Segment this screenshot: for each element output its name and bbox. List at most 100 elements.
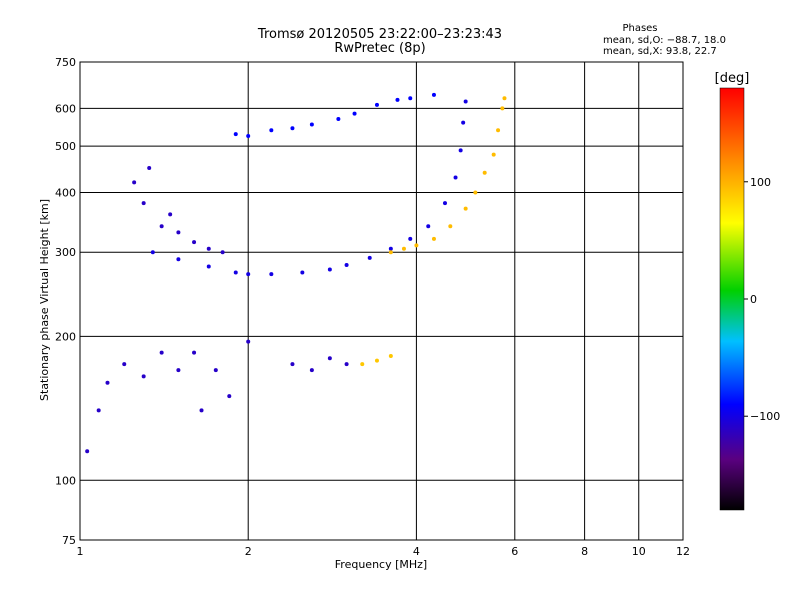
data-point bbox=[344, 263, 349, 268]
data-point bbox=[192, 240, 197, 245]
data-point bbox=[159, 350, 164, 355]
data-point bbox=[290, 126, 295, 131]
x-tick-label: 8 bbox=[581, 545, 588, 558]
y-tick-label: 600 bbox=[55, 102, 76, 115]
data-point bbox=[192, 350, 197, 355]
data-point bbox=[360, 362, 365, 367]
data-point bbox=[206, 246, 211, 251]
colorbar-label: [deg] bbox=[715, 71, 750, 86]
x-tick-label: 2 bbox=[245, 545, 252, 558]
data-point bbox=[461, 120, 466, 125]
data-point bbox=[85, 449, 90, 454]
stats-heading: Phases bbox=[622, 23, 657, 34]
data-point bbox=[300, 270, 305, 275]
data-point bbox=[176, 257, 181, 262]
y-tick-label: 200 bbox=[55, 330, 76, 343]
data-point bbox=[233, 132, 238, 137]
data-point bbox=[159, 224, 164, 229]
data-point bbox=[482, 170, 487, 175]
y-axis-label: Stationary phase Virtual Height [km] bbox=[38, 199, 51, 401]
x-axis-ticks: 1 2 4 6 8 10 12 bbox=[77, 545, 691, 558]
data-point bbox=[463, 99, 468, 104]
data-point bbox=[269, 272, 274, 277]
data-point bbox=[105, 380, 110, 385]
colorbar bbox=[719, 87, 745, 511]
data-point bbox=[496, 128, 501, 133]
colorbar-ticks: −100 0 100 bbox=[744, 176, 780, 423]
data-point bbox=[141, 374, 146, 379]
data-point bbox=[246, 134, 251, 139]
data-point bbox=[150, 250, 155, 255]
data-point bbox=[458, 148, 463, 153]
data-point bbox=[344, 362, 349, 367]
colorbar-tick-label: −100 bbox=[750, 410, 780, 423]
data-point bbox=[388, 250, 393, 255]
data-point bbox=[453, 175, 458, 180]
x-tick-label: 12 bbox=[676, 545, 690, 558]
data-point bbox=[367, 255, 372, 260]
data-point bbox=[431, 92, 436, 97]
y-tick-label: 75 bbox=[62, 534, 76, 547]
data-point bbox=[327, 356, 332, 361]
data-point bbox=[220, 250, 225, 255]
data-point bbox=[408, 236, 413, 241]
data-point bbox=[431, 236, 436, 241]
data-point bbox=[388, 246, 393, 251]
stats-line-x: mean, sd,X: 93.8, 22.7 bbox=[603, 46, 717, 57]
y-tick-label: 750 bbox=[55, 56, 76, 69]
data-point bbox=[408, 96, 413, 101]
data-point bbox=[147, 166, 152, 171]
data-point bbox=[473, 190, 478, 195]
y-axis-ticks: 75 100 200 300 400 500 600 750 bbox=[55, 56, 76, 547]
x-tick-label: 1 bbox=[77, 545, 84, 558]
data-point bbox=[500, 106, 505, 111]
x-tick-label: 10 bbox=[632, 545, 646, 558]
plot-area bbox=[79, 61, 684, 541]
data-point bbox=[168, 212, 173, 217]
data-point bbox=[502, 96, 507, 101]
data-point bbox=[269, 128, 274, 133]
data-point bbox=[426, 224, 431, 229]
data-point bbox=[388, 353, 393, 358]
data-point bbox=[336, 116, 341, 121]
data-point bbox=[176, 368, 181, 373]
grid-lines bbox=[80, 62, 683, 540]
data-point bbox=[96, 408, 101, 413]
stats-line-o: mean, sd,O: −88.7, 18.0 bbox=[603, 35, 726, 46]
data-point bbox=[442, 201, 447, 206]
data-point bbox=[233, 270, 238, 275]
data-point bbox=[246, 272, 251, 277]
data-point bbox=[199, 408, 204, 413]
data-point bbox=[309, 368, 314, 373]
data-point bbox=[213, 368, 218, 373]
x-tick-label: 6 bbox=[511, 545, 518, 558]
data-point bbox=[176, 230, 181, 235]
data-point bbox=[309, 122, 314, 127]
y-tick-label: 300 bbox=[55, 246, 76, 259]
data-point bbox=[401, 246, 406, 251]
chart-title: Tromsø 20120505 23:22:00–23:23:43 bbox=[257, 27, 502, 42]
y-tick-label: 500 bbox=[55, 140, 76, 153]
x-axis-label: Frequency [MHz] bbox=[335, 558, 427, 571]
data-point bbox=[227, 394, 232, 399]
data-point bbox=[352, 111, 357, 116]
data-point bbox=[491, 152, 496, 157]
data-point bbox=[141, 201, 146, 206]
y-tick-label: 400 bbox=[55, 186, 76, 199]
data-point bbox=[374, 102, 379, 107]
data-point bbox=[206, 264, 211, 269]
data-point bbox=[463, 206, 468, 211]
colorbar-tick-label: 0 bbox=[750, 293, 757, 306]
colorbar-tick-label: 100 bbox=[750, 176, 771, 189]
chart-subtitle: RwPretec (8p) bbox=[334, 41, 425, 56]
data-point bbox=[374, 358, 379, 363]
data-points bbox=[85, 92, 507, 454]
data-point bbox=[122, 362, 127, 367]
data-point bbox=[246, 339, 251, 344]
data-point bbox=[395, 97, 400, 102]
data-point bbox=[327, 267, 332, 272]
data-point bbox=[290, 362, 295, 367]
data-point bbox=[132, 180, 137, 185]
x-tick-label: 4 bbox=[413, 545, 420, 558]
